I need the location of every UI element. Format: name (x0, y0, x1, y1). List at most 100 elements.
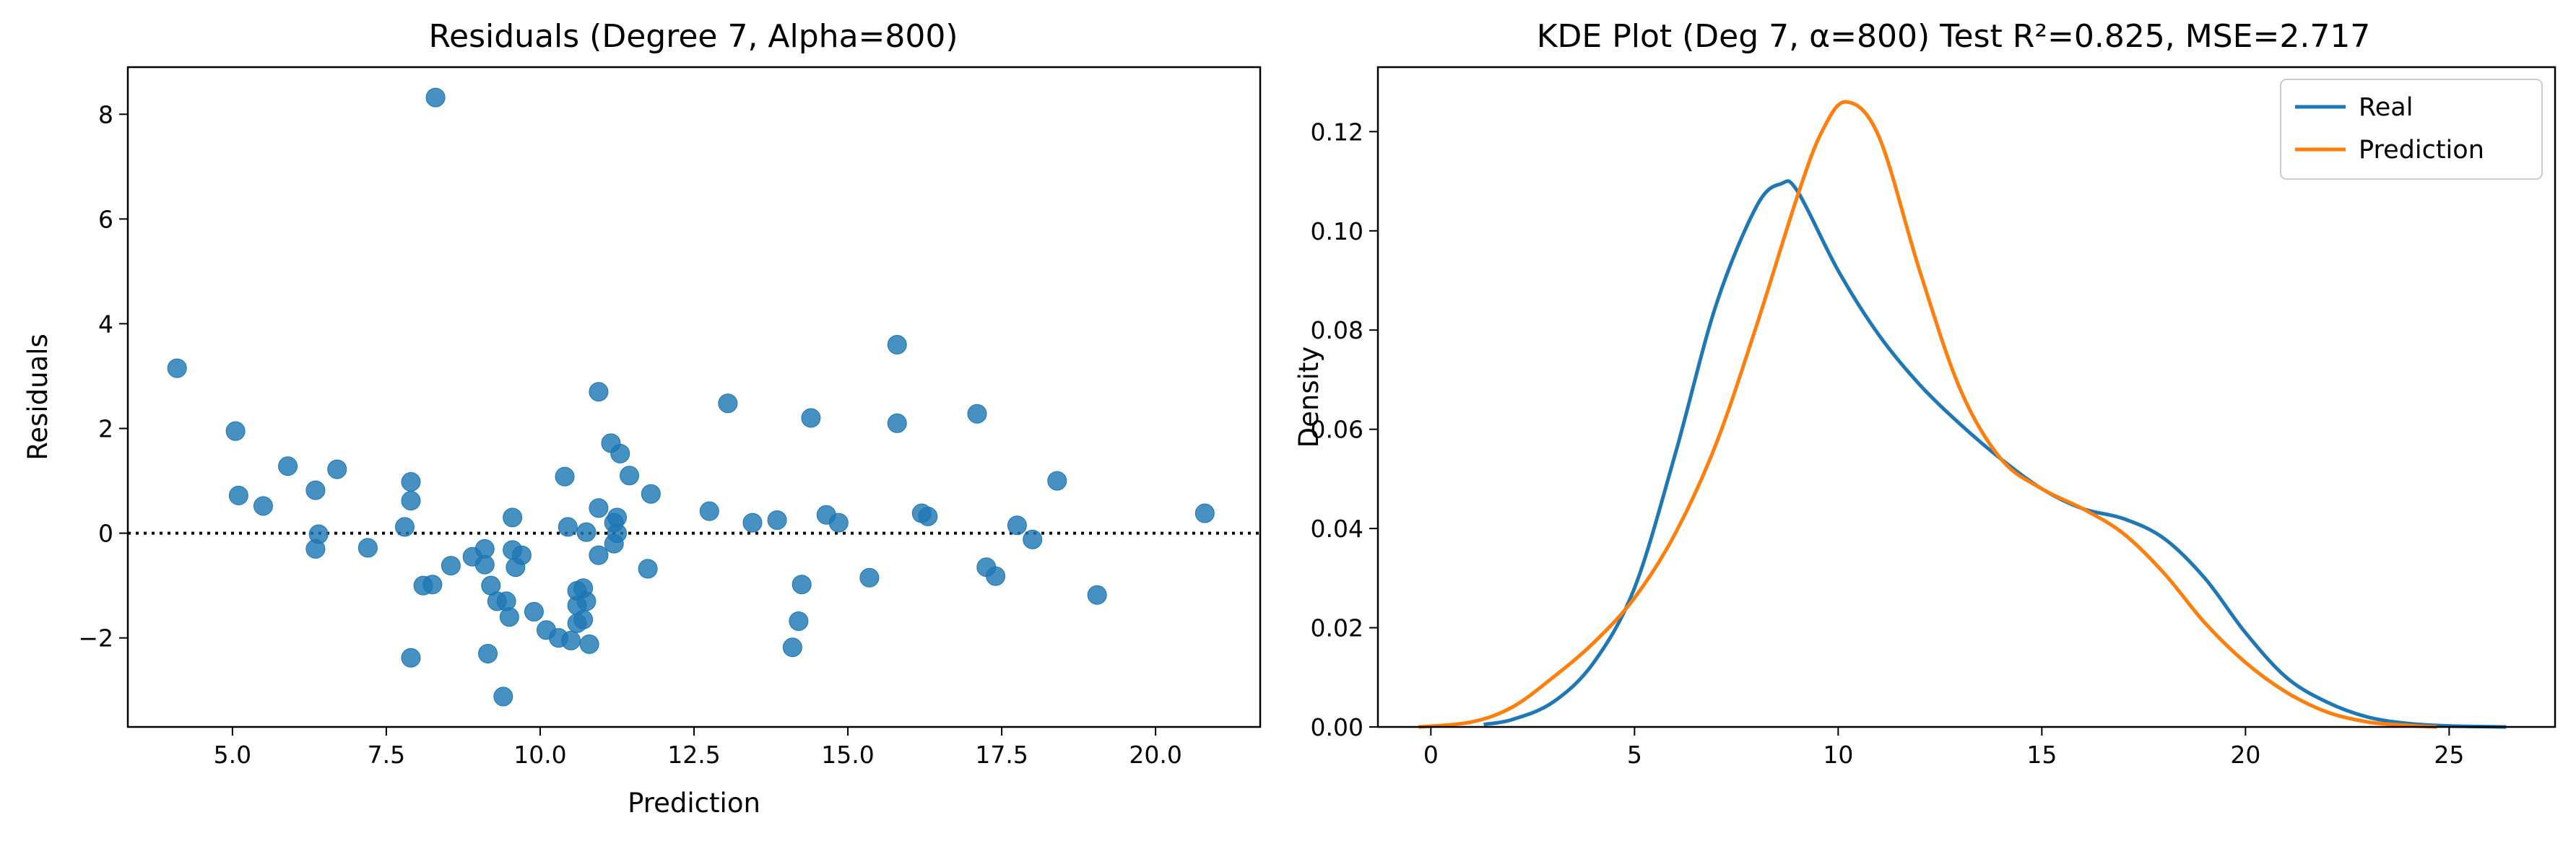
kde-x-tick-label: 10 (1823, 741, 1853, 769)
residual-point (493, 687, 513, 707)
residuals-x-tick-label: 15.0 (821, 741, 874, 769)
residuals-plot-area: 5.0 7.5 10.0 12.5 15.0 17.5 20.0 −2 0 2 4 6 8 (78, 87, 1260, 769)
residuals-scatter-chart: Residuals (Degree 7, Alpha=800) 5.0 7.5 10… (22, 18, 1262, 819)
residual-point (1023, 529, 1043, 549)
residual-point (699, 501, 719, 521)
kde-x-tick-label: 15 (2026, 741, 2057, 769)
residual-point (576, 591, 597, 611)
kde-chart-title: KDE Plot (Deg 7, α=800) Test R²=0.825, M… (1537, 18, 2371, 55)
residual-point (589, 382, 609, 402)
kde-x-tick-label: 0 (1423, 741, 1439, 769)
residuals-y-axis-label: Residuals (22, 334, 53, 461)
residual-point (576, 522, 597, 542)
residual-point (561, 630, 581, 650)
residual-point (278, 456, 298, 476)
residuals-y-tick-label: 0 (98, 520, 113, 548)
residuals-x-axis-label: Prediction (628, 788, 760, 819)
residual-point (887, 413, 907, 433)
residual-point (620, 466, 640, 486)
kde-y-tick-label: 0.06 (1311, 416, 1363, 444)
residual-point (305, 539, 326, 559)
residual-point (327, 459, 347, 479)
residual-point (1194, 503, 1215, 523)
residual-point (357, 538, 378, 558)
residual-point (828, 513, 849, 533)
residuals-x-tick-label: 20.0 (1129, 741, 1181, 769)
residual-point (524, 601, 544, 622)
kde-plot-area: 0 5 10 15 20 25 0.00 0.02 0.04 0.06 0.08 0.10 0.12 (1311, 100, 2507, 769)
kde-y-tick-label: 0.08 (1311, 316, 1363, 344)
residual-point (887, 334, 907, 354)
kde-series-real (1483, 179, 2507, 729)
kde-x-tick-label: 5 (1627, 741, 1642, 769)
kde-y-tick-label: 0.02 (1311, 614, 1363, 642)
kde-axes-frame (1376, 66, 2557, 728)
residuals-y-tick-label: 2 (98, 415, 113, 443)
residual-point (718, 393, 738, 414)
residuals-chart-title: Residuals (Degree 7, Alpha=800) (428, 18, 958, 55)
kde-x-tick-label: 25 (2434, 741, 2464, 769)
kde-y-axis-label: Density (1293, 347, 1324, 448)
residual-point (967, 404, 987, 424)
residual-point (499, 607, 519, 627)
residual-point (742, 513, 763, 533)
residuals-axes-frame (126, 66, 1262, 728)
residual-point (1007, 515, 1027, 536)
residual-point (474, 554, 495, 575)
residual-point (918, 506, 938, 526)
residual-point (167, 358, 187, 378)
legend-label-prediction: Prediction (2359, 136, 2484, 165)
residual-point (859, 567, 880, 588)
residuals-y-tick-label: 8 (98, 100, 113, 128)
residual-point (1047, 471, 1067, 491)
residual-point (610, 443, 630, 463)
residual-point (225, 421, 246, 441)
residual-point (253, 496, 273, 516)
kde-y-tick-label: 0.10 (1311, 217, 1363, 245)
residual-point (607, 523, 627, 544)
residual-point (986, 566, 1006, 586)
residuals-x-tick-label: 10.0 (513, 741, 566, 769)
residual-point (1087, 585, 1107, 605)
legend-label-real: Real (2359, 93, 2413, 122)
residual-point (579, 634, 599, 654)
residuals-x-tick-label: 12.5 (667, 741, 720, 769)
residual-point (641, 484, 661, 504)
residual-point (305, 480, 326, 500)
residual-point (558, 517, 578, 537)
residual-point (394, 517, 415, 537)
kde-y-tick-label: 0.12 (1311, 118, 1363, 146)
residual-point (503, 507, 523, 528)
residual-point (638, 559, 658, 579)
residual-point (801, 408, 821, 428)
residuals-y-tick-label: 4 (98, 310, 113, 338)
residual-point (555, 466, 575, 487)
kde-legend: Real Prediction (2280, 79, 2543, 180)
kde-x-tick-label: 20 (2230, 741, 2260, 769)
residual-point (589, 545, 609, 565)
kde-y-tick-label: 0.00 (1311, 713, 1363, 741)
residuals-x-tick-label: 5.0 (214, 741, 251, 769)
residual-point (401, 648, 421, 668)
residual-point (573, 609, 594, 629)
residual-point (425, 87, 446, 108)
residual-point (401, 491, 421, 511)
residual-point (767, 510, 787, 530)
residual-point (228, 485, 248, 505)
kde-series-prediction (1418, 100, 2437, 729)
residual-point (789, 611, 809, 631)
residuals-x-tick-label: 17.5 (975, 741, 1028, 769)
residuals-y-tick-label: −2 (78, 624, 113, 653)
residual-point (478, 643, 498, 663)
legend-frame (2280, 79, 2543, 180)
residuals-y-tick-label: 6 (98, 205, 113, 233)
kde-line-chart: KDE Plot (Deg 7, α=800) Test R²=0.825, M… (1293, 18, 2557, 769)
kde-y-tick-label: 0.04 (1311, 515, 1363, 543)
residuals-x-tick-label: 7.5 (368, 741, 405, 769)
residual-point (792, 575, 812, 595)
residual-point (441, 556, 461, 576)
residual-point (589, 498, 609, 518)
residual-point (401, 472, 421, 492)
residual-point (422, 575, 443, 595)
